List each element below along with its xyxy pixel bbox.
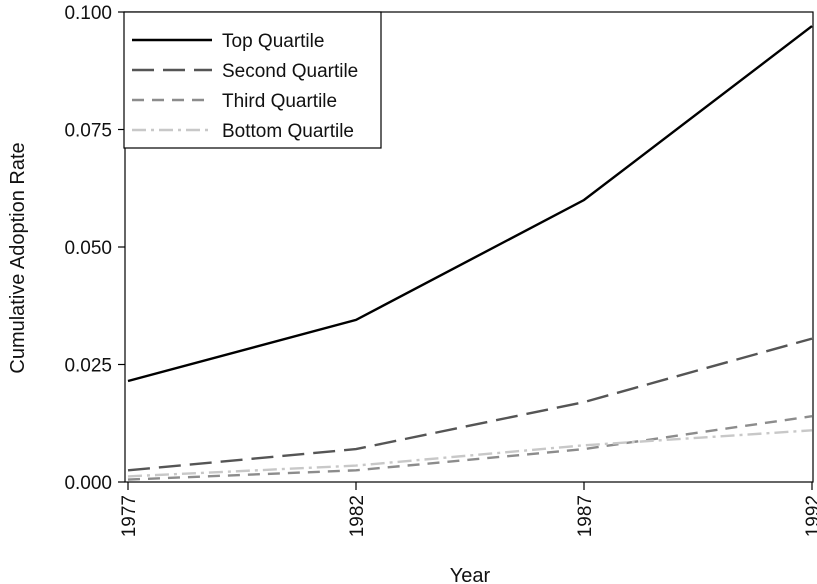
x-tick-label: 1977 <box>119 495 140 537</box>
y-tick-label: 0.100 <box>64 3 112 24</box>
series-line-4 <box>127 429 813 478</box>
x-axis-label: Year <box>450 565 491 584</box>
legend: Top Quartile Second Quartile Third Quartil… <box>123 11 382 149</box>
y-tick-label: 0.075 <box>64 121 112 142</box>
series-line-1 <box>127 25 813 383</box>
x-tick-label: 1987 <box>575 495 596 537</box>
y-tick-label: 0.050 <box>64 238 112 259</box>
y-axis: 0.000 0.025 0.050 0.075 0.100 <box>64 3 125 494</box>
series-line-2 <box>127 337 813 472</box>
y-tick-label: 0.000 <box>64 473 112 494</box>
y-axis-label: Cumulative Adoption Rate <box>7 142 29 373</box>
legend-box <box>123 11 382 149</box>
legend-label: Second Quartile <box>222 61 358 82</box>
series-line-3 <box>127 415 813 481</box>
x-tick-label: 1992 <box>803 495 817 537</box>
x-axis: 1977 1982 1987 1992 <box>119 482 817 537</box>
legend-label: Third Quartile <box>222 91 337 112</box>
series-lines <box>127 25 813 481</box>
x-tick-label: 1982 <box>347 495 368 537</box>
y-tick-label: 0.025 <box>64 356 112 377</box>
legend-label: Bottom Quartile <box>222 121 354 142</box>
legend-label: Top Quartile <box>222 31 324 52</box>
